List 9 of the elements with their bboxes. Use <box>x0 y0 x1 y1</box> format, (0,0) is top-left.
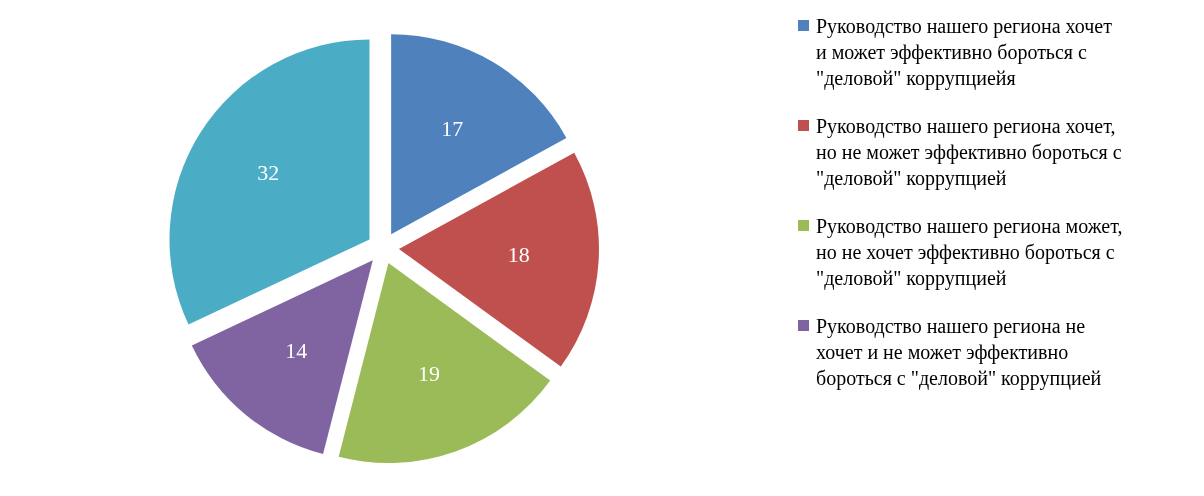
legend-label: Руководство нашего региона может, но не хочет эффективно бороться с "деловой" коррупцией <box>816 214 1123 290</box>
data-label: 32 <box>257 160 280 186</box>
data-label: 19 <box>418 361 441 387</box>
data-label: 14 <box>285 337 308 363</box>
data-label: 17 <box>441 115 464 141</box>
legend-label: Руководство нашего региона не хочет и не может эффективно бороться с "деловой" коррупцией <box>816 314 1102 390</box>
legend-label: Руководство нашего региона хочет и может эффективно бороться с "деловой" коррупциейя <box>816 14 1113 90</box>
legend-label: Руководство нашего региона хочет, но не может эффективно бороться с "деловой" коррупцией <box>816 114 1122 190</box>
data-label: 18 <box>507 241 530 267</box>
